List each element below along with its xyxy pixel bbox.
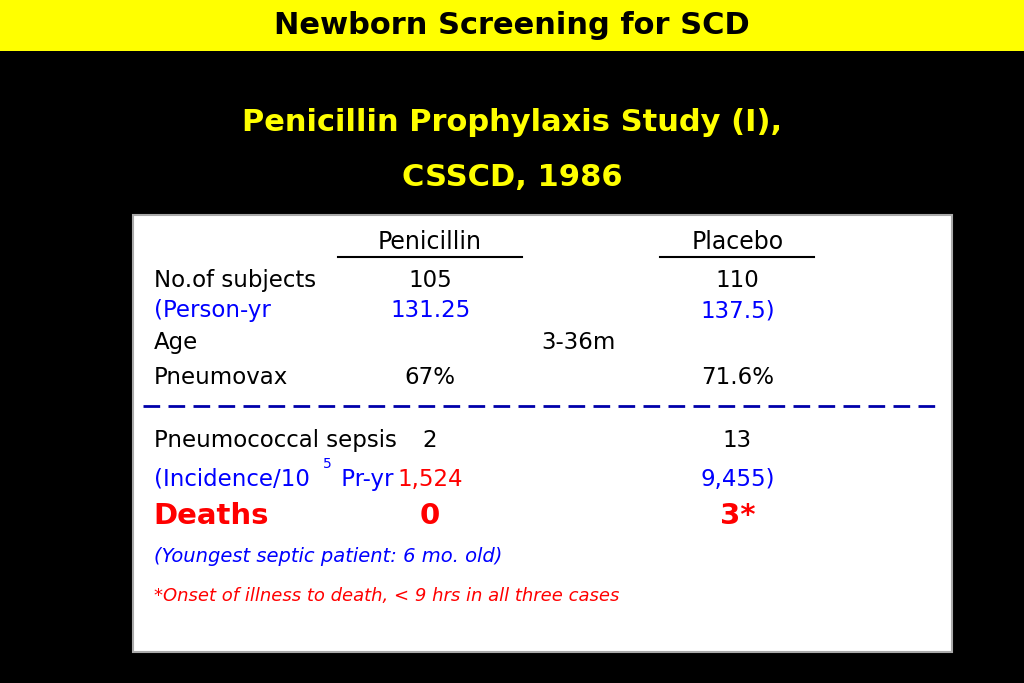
Text: Deaths: Deaths xyxy=(154,502,269,529)
Text: 131.25: 131.25 xyxy=(390,299,470,322)
Text: Newborn Screening for SCD: Newborn Screening for SCD xyxy=(274,11,750,40)
Text: (Person-yr: (Person-yr xyxy=(154,299,270,322)
Text: 137.5): 137.5) xyxy=(700,299,774,322)
Text: No.of subjects: No.of subjects xyxy=(154,268,315,292)
Text: 3-36m: 3-36m xyxy=(542,331,615,354)
Text: 2: 2 xyxy=(423,429,437,452)
Text: Penicillin Prophylaxis Study (I),: Penicillin Prophylaxis Study (I), xyxy=(242,109,782,137)
Text: 71.6%: 71.6% xyxy=(700,365,774,389)
Text: Pr-yr: Pr-yr xyxy=(334,468,393,491)
Text: 67%: 67% xyxy=(404,365,456,389)
Text: 110: 110 xyxy=(716,268,759,292)
Text: Pneumococcal sepsis: Pneumococcal sepsis xyxy=(154,429,396,452)
Text: 3*: 3* xyxy=(720,502,755,529)
Text: (Youngest septic patient: 6 mo. old): (Youngest septic patient: 6 mo. old) xyxy=(154,547,502,566)
Text: 5: 5 xyxy=(323,458,332,471)
Text: CSSCD, 1986: CSSCD, 1986 xyxy=(401,163,623,192)
Text: Placebo: Placebo xyxy=(691,230,783,255)
Text: 9,455): 9,455) xyxy=(700,468,774,491)
Text: Age: Age xyxy=(154,331,198,354)
Text: *Onset of illness to death, < 9 hrs in all three cases: *Onset of illness to death, < 9 hrs in a… xyxy=(154,587,618,604)
Text: 1,524: 1,524 xyxy=(397,468,463,491)
Text: 0: 0 xyxy=(420,502,440,529)
Text: Pneumovax: Pneumovax xyxy=(154,365,288,389)
Text: Penicillin: Penicillin xyxy=(378,230,482,255)
Text: 13: 13 xyxy=(723,429,752,452)
FancyBboxPatch shape xyxy=(0,0,1024,51)
FancyBboxPatch shape xyxy=(133,215,952,652)
Text: 105: 105 xyxy=(409,268,452,292)
Text: (Incidence/10: (Incidence/10 xyxy=(154,468,309,491)
